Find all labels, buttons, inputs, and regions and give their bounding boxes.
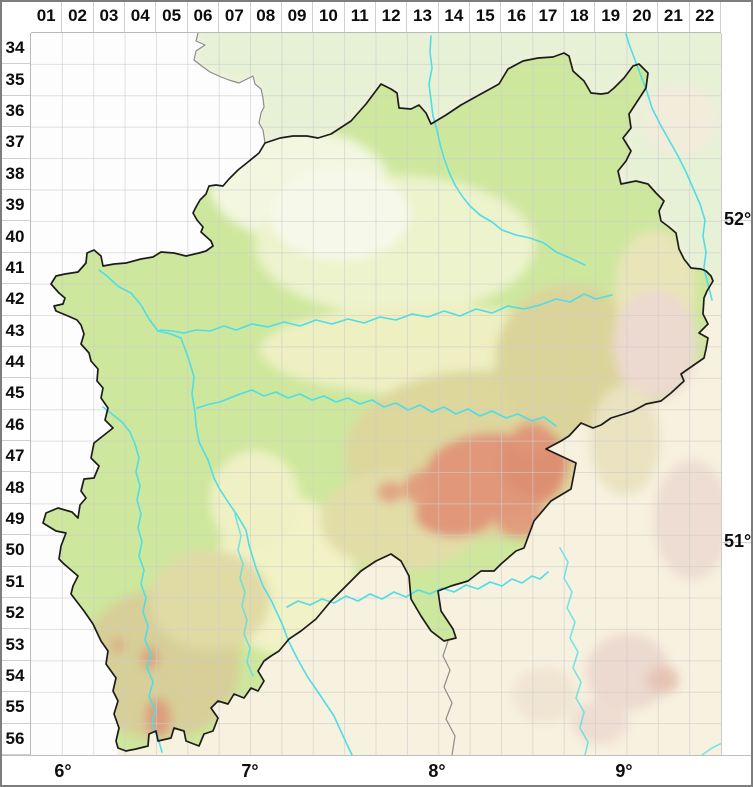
- column-label: 14: [439, 0, 471, 32]
- row-label: 43: [0, 316, 30, 347]
- row-label: 52: [0, 598, 30, 630]
- column-label: 15: [470, 0, 502, 32]
- border-north-rhine-westphalia: [42, 52, 714, 752]
- column-label: 09: [282, 0, 314, 32]
- row-label: 36: [0, 96, 30, 128]
- column-label: 20: [627, 0, 659, 32]
- column-label: 13: [407, 0, 439, 32]
- elevation-shading-outside: [513, 84, 730, 744]
- map-viewport[interactable]: [31, 20, 749, 760]
- row-label: 41: [0, 253, 30, 285]
- river-rhine: [98, 269, 353, 756]
- row-label: 40: [0, 221, 30, 253]
- river-ruhr: [196, 389, 557, 427]
- column-label: 22: [690, 0, 721, 32]
- row-label: 45: [0, 378, 30, 410]
- river-ems: [428, 35, 586, 266]
- column-label: 01: [31, 0, 63, 32]
- column-label: 10: [313, 0, 345, 32]
- row-label: 46: [0, 410, 30, 442]
- longitude-label: 8°: [428, 760, 446, 781]
- row-label: 50: [0, 535, 30, 567]
- row-label: 51: [0, 567, 30, 599]
- column-header-row: 01 02 03 04 05 06 07 08 09 10 11 12 13 14 15 16 17 18 19 20…: [31, 0, 721, 33]
- border-rhineland-palatinate-hesse: [442, 640, 456, 756]
- column-label: 21: [658, 0, 690, 32]
- quadrant-grid-lines: [31, 33, 721, 755]
- border-netherlands-lower-saxony: [193, 32, 266, 144]
- river-weser: [625, 33, 713, 301]
- column-label: 04: [125, 0, 157, 32]
- river-rur: [102, 406, 163, 753]
- row-label: 35: [0, 64, 30, 96]
- column-label: 03: [94, 0, 126, 32]
- rivers: [98, 33, 749, 756]
- latitude-tick: [722, 220, 753, 221]
- topographic-map-canvas[interactable]: [31, 20, 749, 760]
- row-header-column: 34 35 36 37 38 39 40 41 42 43 44 45 46 47 48 49 50 51 52 53…: [0, 33, 31, 755]
- river-lippe: [159, 293, 613, 334]
- row-label: 44: [0, 347, 30, 379]
- column-label: 06: [188, 0, 220, 32]
- column-label: 19: [595, 0, 627, 32]
- river-erft: [234, 513, 254, 677]
- latitude-label: 51°: [724, 531, 752, 552]
- row-label: 49: [0, 504, 30, 536]
- grid-corner-cell: [0, 0, 32, 34]
- column-label: 02: [62, 0, 94, 32]
- column-label: 11: [345, 0, 376, 32]
- column-label: 07: [219, 0, 251, 32]
- row-label: 55: [0, 692, 30, 724]
- row-label: 37: [0, 127, 30, 159]
- region-netherlands-belgium: [31, 20, 265, 760]
- latitude-margin: 52° 51°: [721, 33, 753, 755]
- column-label: 17: [533, 0, 565, 32]
- longitude-label: 9°: [615, 760, 633, 781]
- row-label: 56: [0, 724, 30, 755]
- latitude-tick: [722, 542, 753, 543]
- column-label: 08: [251, 0, 282, 32]
- longitude-margin: 6° 7° 8° 9°: [0, 755, 753, 787]
- column-label: 18: [564, 0, 596, 32]
- latitude-label: 52°: [724, 209, 752, 230]
- grid-corner-cell-right: [721, 0, 753, 33]
- column-label: 12: [376, 0, 408, 32]
- river-lahn: [559, 547, 589, 756]
- row-label: 39: [0, 190, 30, 222]
- longitude-label: 6°: [54, 760, 72, 781]
- region-lower-saxony: [194, 20, 740, 283]
- river-sieg: [286, 571, 549, 608]
- row-label: 34: [0, 33, 30, 65]
- column-label: 16: [501, 0, 533, 32]
- row-label: 42: [0, 284, 30, 316]
- column-label: 05: [156, 0, 188, 32]
- row-label: 54: [0, 661, 30, 693]
- row-label: 47: [0, 441, 30, 473]
- row-label: 53: [0, 629, 30, 661]
- row-label: 48: [0, 472, 30, 504]
- longitude-label: 7°: [241, 760, 259, 781]
- row-label: 38: [0, 159, 30, 190]
